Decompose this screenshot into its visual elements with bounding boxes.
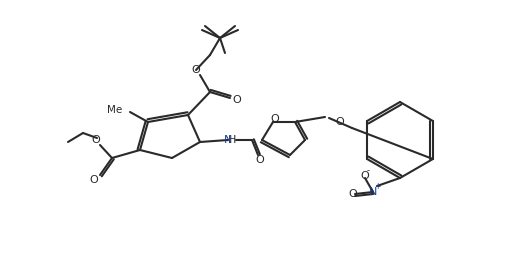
- Text: O: O: [233, 95, 241, 105]
- Text: -: -: [367, 166, 370, 175]
- Text: +: +: [374, 182, 381, 191]
- Text: O: O: [349, 189, 357, 199]
- Text: H: H: [228, 135, 236, 145]
- Text: N: N: [369, 187, 377, 197]
- Text: O: O: [335, 117, 344, 127]
- Text: Me: Me: [107, 105, 122, 115]
- Text: O: O: [90, 175, 99, 185]
- Text: N: N: [224, 135, 232, 145]
- Text: O: O: [360, 171, 369, 181]
- Text: O: O: [255, 155, 264, 165]
- Text: O: O: [192, 65, 200, 75]
- Text: O: O: [92, 135, 100, 145]
- Text: O: O: [271, 114, 279, 124]
